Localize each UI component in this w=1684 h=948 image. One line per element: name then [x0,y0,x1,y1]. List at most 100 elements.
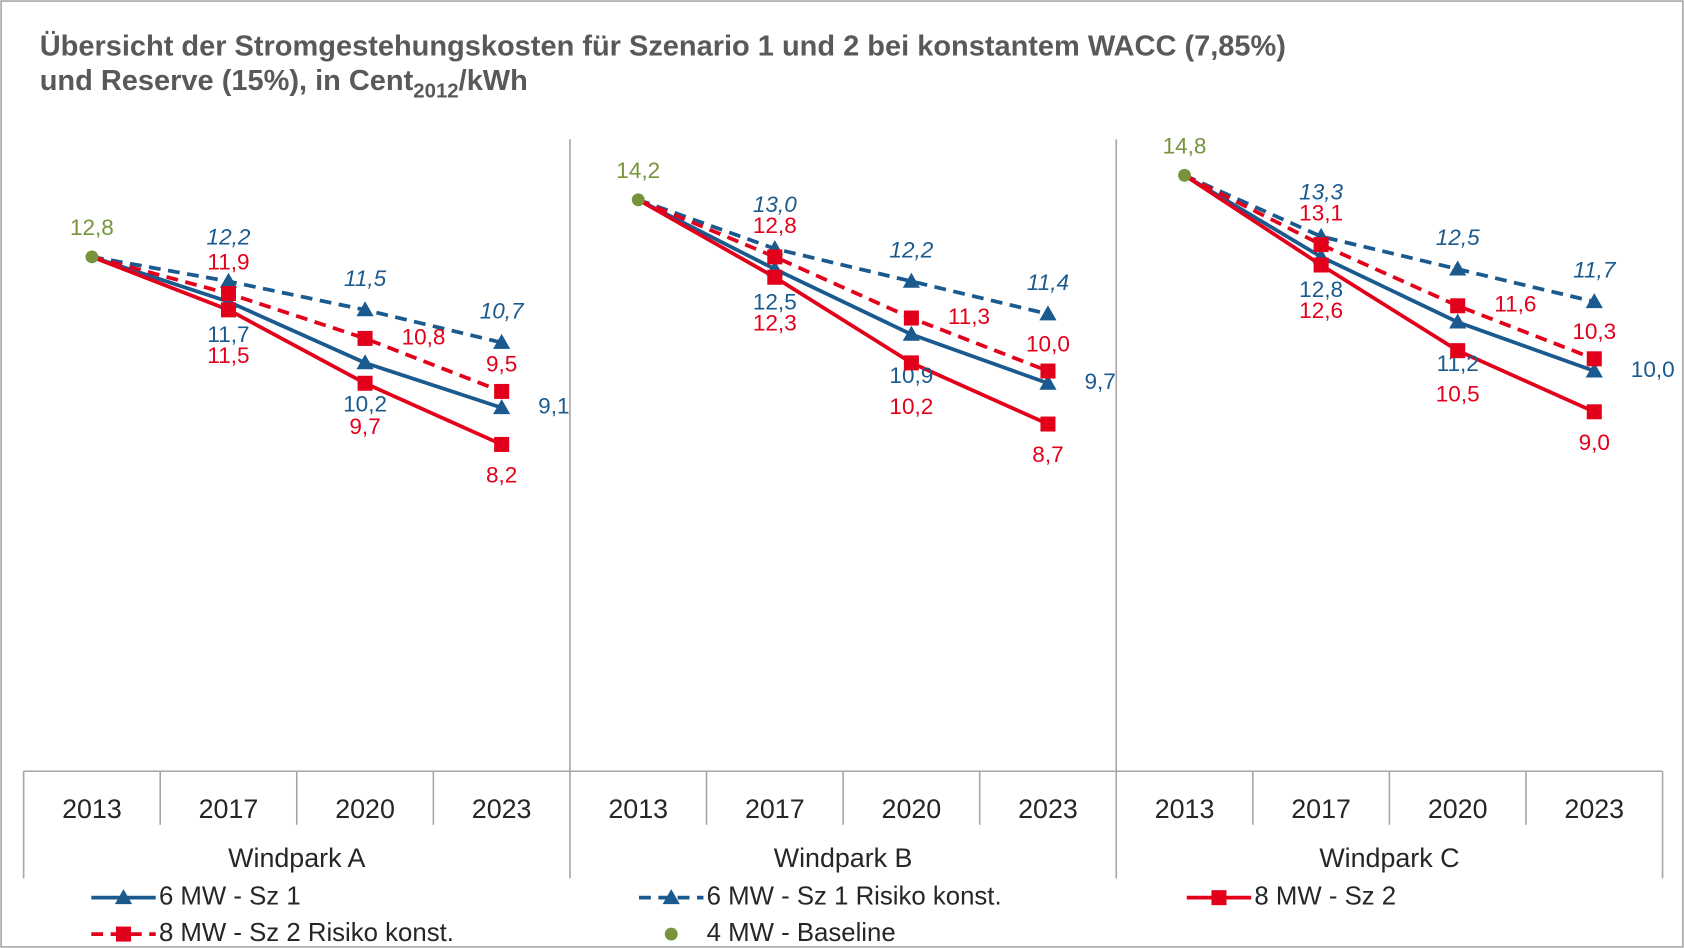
marker [1586,404,1602,420]
marker [356,354,374,370]
data-label: 8,7 [1032,442,1063,467]
marker [1040,416,1056,432]
x-tick-label: 2020 [882,794,942,824]
title-subscript: 2012 [413,81,458,103]
marker [1449,260,1467,276]
x-tick-label: 2013 [608,794,668,824]
series-line [1183,173,1595,304]
legend-label: 8 MW - Sz 2 [1254,882,1396,910]
series-line [1183,173,1595,373]
data-label: 12,5 [1436,225,1480,250]
data-label: 11,9 [207,250,249,275]
data-label: 12,2 [889,237,933,262]
x-tick-label: 2023 [1018,794,1078,824]
data-label: 14,8 [1163,133,1207,158]
marker [902,325,920,341]
data-label: 10,2 [343,392,387,417]
title-text: /kWh [459,65,528,97]
series-line [91,255,503,410]
series-line [91,255,503,345]
data-label: 9,0 [1579,430,1610,455]
data-label: 12,5 [753,289,797,314]
group-label: Windpark B [774,843,913,873]
data-label: 10,5 [1436,382,1480,407]
data-label: 11,3 [948,304,990,329]
marker [493,399,511,415]
data-label: 13,0 [753,192,797,217]
marker [1585,362,1603,378]
x-tick-label: 2020 [1428,794,1488,824]
marker [357,330,373,346]
data-label: 11,5 [344,266,387,291]
marker [1039,305,1057,321]
series-line [637,198,1049,316]
marker [1585,293,1603,309]
legend-marker [662,889,680,905]
marker [219,272,238,288]
marker [767,269,783,285]
marker [902,272,920,288]
series-line [91,255,503,394]
data-label: 12,8 [753,213,797,238]
marker [1313,257,1329,273]
series-line [637,198,1049,373]
marker [1450,298,1466,314]
marker [1178,168,1191,182]
data-label: 11,7 [1573,258,1617,283]
data-label: 12,8 [1299,277,1343,302]
data-label: 11,6 [1494,292,1536,317]
marker [220,286,237,302]
legend-label: 6 MW - Sz 1 [159,882,301,910]
data-label: 9,7 [1084,369,1115,394]
marker [357,375,373,391]
data-label: 10,3 [1572,319,1616,344]
legend-label: 6 MW - Sz 1 Risiko konst. [707,882,1002,910]
data-label: 11,4 [1027,270,1069,295]
data-label: 13,3 [1299,180,1343,205]
legend-marker [664,927,678,941]
marker [1039,374,1057,390]
data-label: 12,3 [753,310,797,335]
data-label: 12,2 [207,224,251,249]
legend-marker [1211,890,1227,906]
marker [767,249,783,265]
legend-marker [115,926,132,942]
data-label: 14,2 [616,158,660,183]
marker [1313,237,1329,253]
chart-title: Übersicht der Stromgestehungskosten für … [40,30,1286,63]
series-line [1183,173,1595,361]
marker [903,355,919,371]
marker [493,333,511,349]
legend-label: 8 MW - Sz 2 Risiko konst. [159,919,454,947]
data-label: 12,6 [1299,298,1343,323]
x-tick-label: 2017 [745,794,805,824]
x-tick-label: 2017 [1291,794,1351,824]
series-line [1183,173,1596,414]
data-label: 10,0 [1631,357,1675,382]
data-label: 12,8 [70,215,114,240]
marker [1449,313,1467,329]
series-line [91,255,503,447]
data-label: 10,8 [402,324,446,349]
marker [356,301,374,317]
x-tick-label: 2013 [1155,794,1215,824]
marker [494,436,510,452]
legend-label: 4 MW - Baseline [707,919,896,947]
marker [494,383,510,399]
data-label: 13,1 [1299,201,1343,226]
title-text: und Reserve (15%), in Cent [40,65,414,97]
x-tick-label: 2023 [472,794,532,824]
group-label: Windpark A [228,843,365,873]
data-label: 10,2 [889,394,933,419]
data-label: 9,7 [349,414,380,439]
x-tick-label: 2020 [335,794,395,824]
series-line [637,198,1049,426]
data-label: 10,7 [480,298,525,323]
group-label: Windpark C [1319,843,1459,873]
marker [1586,351,1602,367]
data-label: 11,5 [207,343,249,368]
x-tick-label: 2023 [1564,794,1624,824]
marker [85,250,99,264]
